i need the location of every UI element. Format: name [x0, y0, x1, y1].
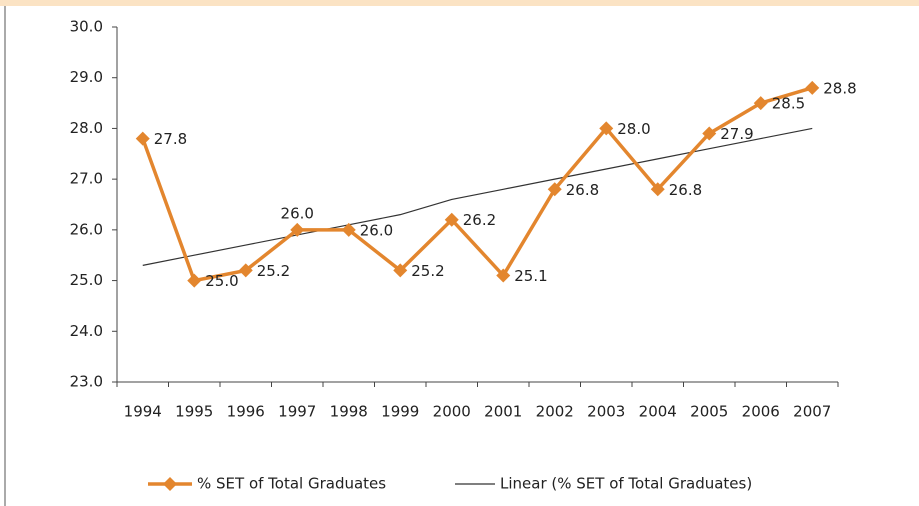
x-tick-label: 1999: [381, 403, 419, 421]
marker: [444, 212, 459, 227]
y-tick-label: 29.0: [70, 68, 103, 86]
data-label: 27.9: [720, 125, 753, 143]
data-label: 28.5: [772, 95, 805, 113]
marker: [341, 222, 356, 237]
marker: [187, 273, 202, 288]
data-label: 28.8: [823, 79, 856, 97]
y-tick-label: 23.0: [70, 373, 103, 391]
marker: [393, 263, 408, 278]
y-tick-label: 30.0: [70, 18, 103, 36]
marker: [650, 182, 665, 197]
y-tick-label: 24.0: [70, 322, 103, 340]
data-label: 26.8: [566, 181, 599, 199]
y-tick-label: 26.0: [70, 220, 103, 238]
marker: [702, 126, 717, 141]
data-label: 26.2: [463, 211, 496, 229]
x-tick-label: 2007: [793, 403, 831, 421]
top-strip: [0, 0, 919, 6]
x-tick-label: 2005: [690, 403, 728, 421]
y-tick-label: 28.0: [70, 119, 103, 137]
marker: [753, 96, 768, 111]
data-label: 25.2: [257, 262, 290, 280]
data-line: [141, 86, 813, 283]
x-tick-label: 2003: [587, 403, 625, 421]
marker: [290, 222, 305, 237]
x-tick-label: 1995: [175, 403, 213, 421]
data-label: 26.0: [281, 204, 314, 222]
legend-label: % SET of Total Graduates: [197, 475, 386, 493]
data-label: 25.2: [411, 262, 444, 280]
marker: [805, 80, 820, 95]
x-tick-label: 1998: [330, 403, 368, 421]
data-label: 26.8: [669, 181, 702, 199]
x-tick-label: 1997: [278, 403, 316, 421]
x-tick-label: 2001: [484, 403, 522, 421]
x-tick-label: 1994: [124, 403, 162, 421]
trend-line: [142, 127, 813, 266]
x-tick-label: 1996: [227, 403, 265, 421]
legend-marker: [163, 477, 177, 491]
x-tick-label: 2006: [742, 403, 780, 421]
y-tick-label: 25.0: [70, 271, 103, 289]
y-tick-label: 27.0: [70, 170, 103, 188]
marker: [238, 263, 253, 278]
marker: [599, 121, 614, 136]
marker: [547, 182, 562, 197]
x-tick-label: 2000: [433, 403, 471, 421]
data-label: 26.0: [360, 221, 393, 239]
data-label: 27.8: [154, 130, 187, 148]
legend-label: Linear (% SET of Total Graduates): [500, 475, 752, 493]
data-label: 25.1: [514, 267, 547, 285]
marker: [496, 268, 511, 283]
x-tick-label: 2002: [536, 403, 574, 421]
x-tick-label: 2004: [639, 403, 677, 421]
marker: [135, 131, 150, 146]
data-label: 28.0: [617, 120, 650, 138]
data-label: 25.0: [205, 272, 238, 290]
